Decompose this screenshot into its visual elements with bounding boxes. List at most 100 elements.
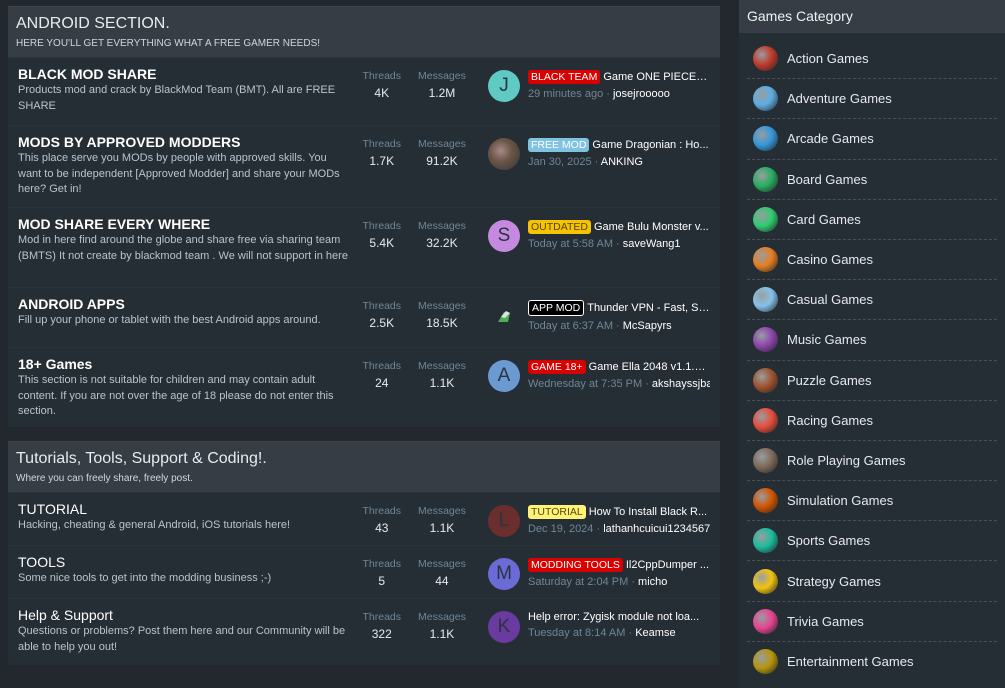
forum-title[interactable]: ANDROID APPS [18, 296, 125, 312]
messages-count: 18.5K [426, 316, 458, 330]
latest-post-time[interactable]: Saturday at 2:04 PM [527, 576, 629, 588]
latest-thread-title[interactable]: Help error: Zygisk module not loa... [527, 611, 700, 623]
latest-thread-title[interactable]: Game Ella 2048 v1.1.9 ... [588, 361, 710, 373]
category-label[interactable]: Casino Games [787, 252, 873, 268]
sidebar-title: Games Category [739, 0, 1005, 33]
user-avatar[interactable]: S [487, 220, 520, 252]
latest-post: M MODDING TOOLS Il2CppDumper ... Saturday a… [487, 554, 710, 590]
category-item[interactable]: Role Playing Games [747, 441, 997, 482]
section-title[interactable]: Tutorials, Tools, Support & Coding!. [16, 450, 267, 467]
category-item[interactable]: Board Games [747, 160, 997, 200]
game-category-icon [753, 649, 778, 675]
user-avatar[interactable]: M [487, 558, 520, 590]
section-header[interactable]: ANDROID SECTION. HERE YOU'LL GET EVERYTHI… [8, 6, 720, 57]
user-avatar[interactable]: J [487, 70, 520, 102]
latest-post-user[interactable]: McSapyrs [622, 320, 672, 332]
threads-count: 5 [378, 574, 386, 588]
section-header[interactable]: Tutorials, Tools, Support & Coding!. Wher… [8, 441, 720, 492]
latest-thread-title[interactable]: Thunder VPN - Fast, Sa... [587, 302, 710, 314]
latest-post-time[interactable]: Dec 19, 2024 [527, 523, 594, 535]
category-label[interactable]: Arcade Games [787, 131, 874, 147]
category-item[interactable]: Music Games [747, 320, 997, 361]
game-category-icon [753, 46, 778, 72]
category-item[interactable]: Sports Games [747, 521, 997, 562]
category-label[interactable]: Strategy Games [787, 573, 881, 589]
forum-title[interactable]: MODS BY APPROVED MODDERS [18, 134, 241, 150]
games-category-sidebar: Games Category Action Games Adventure Gam… [739, 0, 1005, 688]
category-item[interactable]: Simulation Games [747, 481, 997, 522]
thread-prefix[interactable]: APP MOD [527, 300, 585, 316]
messages-count: 44 [435, 574, 449, 588]
latest-thread-title[interactable]: Game ONE PIECE T... [603, 71, 710, 83]
forum-title[interactable]: 18+ Games [18, 356, 93, 372]
forum-row: 18+ Games This section is not suitable fo… [8, 347, 720, 427]
user-avatar[interactable]: L [487, 505, 520, 537]
category-label[interactable]: Sports Games [787, 533, 871, 549]
category-label[interactable]: Role Playing Games [787, 452, 906, 468]
user-avatar[interactable] [487, 138, 520, 170]
category-item[interactable]: Action Games [747, 39, 997, 80]
category-item[interactable]: Arcade Games [747, 119, 997, 160]
latest-post-time[interactable]: Today at 6:37 AM [527, 320, 613, 332]
latest-post-user[interactable]: josejrooooo [612, 88, 670, 100]
thread-prefix[interactable]: TUTORIAL [527, 505, 586, 519]
forum-title[interactable]: TOOLS [18, 554, 66, 570]
category-label[interactable]: Music Games [787, 332, 867, 348]
thread-prefix[interactable]: OUTDATED [527, 220, 591, 234]
latest-post-user[interactable]: lathanhcuicui1234567 [603, 523, 710, 535]
messages-label: Messages [417, 558, 466, 570]
category-item[interactable]: Casual Games [747, 280, 997, 321]
latest-post-user[interactable]: Keamse [635, 627, 676, 639]
latest-post: S OUTDATED Game Bulu Monster v... Today at … [487, 216, 710, 252]
latest-post: K Help error: Zygisk module not loa... Tue… [487, 607, 710, 643]
thread-prefix[interactable]: FREE MOD [527, 138, 590, 152]
latest-post-time[interactable]: Jan 30, 2025 [527, 156, 592, 168]
latest-post-time[interactable]: Wednesday at 7:35 PM [527, 378, 643, 390]
latest-post-time[interactable]: Today at 5:58 AM [527, 238, 613, 250]
latest-post-user[interactable]: ANKING [600, 156, 643, 168]
latest-thread-title[interactable]: Game Bulu Monster v... [593, 221, 709, 233]
category-item[interactable]: Card Games [747, 200, 997, 240]
category-label[interactable]: Entertainment Games [787, 654, 914, 670]
game-category-icon [753, 327, 778, 353]
thread-prefix[interactable]: GAME 18+ [527, 360, 586, 374]
category-item[interactable]: Strategy Games [747, 561, 997, 602]
latest-post-user[interactable]: saveWang1 [622, 238, 681, 250]
latest-post-user[interactable]: akshayssjba [651, 378, 710, 390]
category-label[interactable]: Casual Games [787, 292, 873, 308]
latest-thread-title[interactable]: Il2CppDumper ... [625, 559, 710, 571]
category-item[interactable]: Racing Games [747, 401, 997, 441]
forum-title[interactable]: MOD SHARE EVERY WHERE [18, 216, 211, 232]
threads-count: 1.7K [369, 154, 395, 168]
thread-prefix[interactable]: BLACK TEAM [527, 70, 601, 84]
category-label[interactable]: Racing Games [787, 412, 873, 428]
thread-prefix[interactable]: MODDING TOOLS [527, 558, 623, 572]
category-item[interactable]: Trivia Games [747, 602, 997, 642]
category-item[interactable]: Entertainment Games [747, 642, 997, 682]
threads-label: Threads [362, 300, 402, 312]
latest-thread-title[interactable]: How To Install Black R... [588, 506, 708, 518]
category-item[interactable]: Puzzle Games [747, 361, 997, 401]
thread-icon[interactable] [488, 300, 520, 332]
category-label[interactable]: Simulation Games [787, 493, 894, 509]
forum-title[interactable]: Help & Support [18, 607, 113, 623]
category-label[interactable]: Action Games [787, 51, 869, 67]
user-avatar[interactable]: A [487, 360, 520, 392]
latest-thread-title[interactable]: Game Dragonian : Ho... [592, 139, 709, 151]
category-label[interactable]: Adventure Games [787, 91, 892, 107]
section-description: Where you can freely share, freely post. [16, 473, 193, 484]
user-avatar[interactable]: K [487, 611, 520, 643]
category-label[interactable]: Puzzle Games [787, 372, 872, 388]
section-title[interactable]: ANDROID SECTION. [16, 15, 170, 32]
category-label[interactable]: Card Games [787, 211, 861, 227]
latest-post-time[interactable]: 29 minutes ago [527, 88, 604, 100]
forum-description: This section is not suitable for childre… [18, 374, 334, 417]
category-item[interactable]: Casino Games [747, 240, 997, 281]
category-item[interactable]: Adventure Games [747, 79, 997, 120]
forum-title[interactable]: BLACK MOD SHARE [18, 66, 157, 82]
latest-post-time[interactable]: Tuesday at 8:14 AM [527, 627, 626, 639]
forum-title[interactable]: TUTORIAL [18, 501, 87, 517]
category-label[interactable]: Board Games [787, 171, 868, 187]
latest-post-user[interactable]: micho [638, 576, 668, 588]
category-label[interactable]: Trivia Games [787, 613, 864, 629]
